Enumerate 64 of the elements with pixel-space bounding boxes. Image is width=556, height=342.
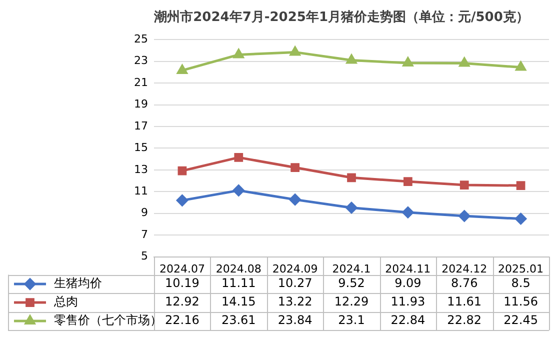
point — [346, 54, 357, 64]
x-tick-label: 2024.07 — [159, 262, 205, 276]
point — [516, 181, 526, 190]
legend-label: 总肉 — [53, 294, 78, 309]
y-tick-label: 11 — [134, 184, 148, 198]
point — [290, 46, 300, 56]
point — [178, 166, 187, 176]
point — [402, 206, 414, 218]
point — [289, 194, 301, 206]
data-label: 22.82 — [447, 313, 482, 328]
legend-label: 生猪均价 — [54, 276, 102, 290]
x-tick-label: 2024.1 — [332, 262, 371, 276]
data-label: 22.16 — [165, 313, 200, 328]
data-label: 22.45 — [504, 313, 538, 328]
data-label: 8.5 — [511, 276, 530, 290]
data-label: 12.92 — [165, 294, 200, 309]
x-tick-label: 2024.12 — [442, 262, 488, 276]
point — [459, 58, 470, 67]
data-label: 8.76 — [450, 276, 478, 290]
data-label: 9.52 — [338, 276, 365, 290]
data-label: 10.27 — [278, 276, 312, 290]
legend-label: 零售价（七个市场） — [54, 313, 162, 328]
x-tick-label: 2024.11 — [385, 262, 431, 276]
point — [347, 173, 356, 182]
y-tick-label: 9 — [140, 206, 148, 220]
x-tick-label: 2024.09 — [272, 262, 318, 276]
chart-title: 潮州市2024年7月-2025年1月猪价走势图（单位：元/500克） — [153, 9, 529, 26]
data-label: 13.22 — [278, 294, 312, 309]
y-tick-label: 19 — [134, 98, 148, 111]
y-tick-label: 13 — [134, 162, 148, 176]
point — [177, 64, 188, 74]
point — [516, 62, 526, 71]
data-label: 11.11 — [221, 276, 256, 290]
y-tick-label: 5 — [140, 250, 148, 263]
y-tick-label: 17 — [134, 119, 148, 132]
y-tick-label: 21 — [134, 76, 148, 89]
point — [234, 153, 244, 162]
data-label: 22.84 — [390, 313, 426, 328]
data-label: 9.09 — [394, 276, 422, 290]
point — [233, 48, 244, 58]
point — [458, 210, 470, 222]
point — [290, 163, 300, 172]
data-label: 12.29 — [334, 294, 369, 309]
point — [460, 180, 469, 190]
y-tick-label: 7 — [140, 228, 148, 241]
data-label: 11.56 — [504, 294, 538, 309]
point — [176, 194, 188, 206]
point — [402, 57, 414, 67]
data-label: 11.61 — [447, 294, 482, 309]
point — [232, 184, 244, 196]
point — [346, 202, 358, 214]
point — [515, 213, 527, 225]
data-label: 23.84 — [278, 313, 312, 328]
data-label: 14.15 — [221, 294, 256, 309]
data-label: 23.61 — [221, 313, 256, 328]
data-label: 23.1 — [338, 313, 365, 328]
y-tick-label: 15 — [134, 141, 148, 154]
y-tick-label: 25 — [134, 32, 148, 46]
x-tick-label: 2024.08 — [216, 262, 262, 276]
x-tick-label: 2025.01 — [498, 262, 544, 276]
y-tick-label: 23 — [134, 54, 148, 68]
data-label: 11.93 — [390, 294, 426, 309]
point — [403, 177, 412, 186]
data-label: 10.19 — [165, 276, 200, 290]
